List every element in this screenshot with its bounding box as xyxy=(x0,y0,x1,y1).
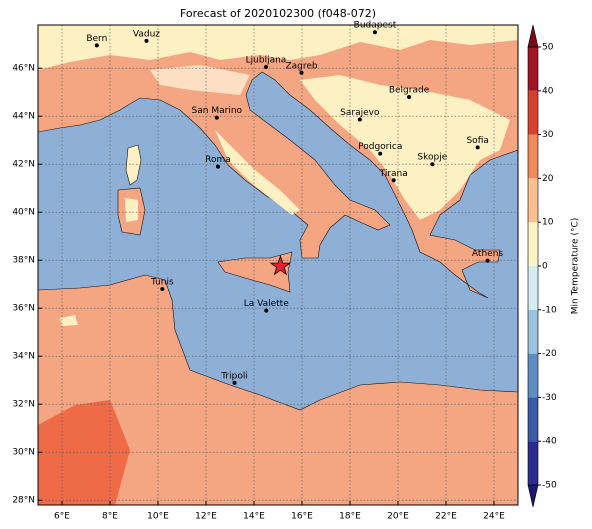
x-tick-label: 8°E xyxy=(102,512,118,522)
colorbar-tick-label: 50 xyxy=(542,43,554,53)
city-label: Budapest xyxy=(354,21,397,31)
colorbar-tick-label: 10 xyxy=(542,218,554,228)
africa xyxy=(38,274,518,505)
colorbar-band xyxy=(528,90,538,135)
city-label: Bern xyxy=(86,34,107,44)
city-label: Belgrade xyxy=(389,86,430,96)
y-tick-label: 30°N xyxy=(12,448,35,458)
sicily xyxy=(217,251,293,293)
city-dot xyxy=(232,380,237,385)
cool-zone xyxy=(150,65,250,95)
city-label: La Valette xyxy=(244,299,289,309)
colorbar-over xyxy=(527,24,539,48)
colorbar: -50 -40 -30 -20 -10 0 10 20 30 40 50 Min Temperatur… xyxy=(527,24,581,508)
colorbar-band xyxy=(528,441,538,485)
colorbar-band xyxy=(528,47,538,91)
corsica xyxy=(125,144,142,186)
city-label: Tirana xyxy=(379,169,408,179)
colorbar-band xyxy=(528,134,538,179)
y-tick-label: 38°N xyxy=(12,256,35,266)
colorbar-tick-label: 40 xyxy=(542,86,554,96)
location-marker xyxy=(269,254,292,276)
city-dot xyxy=(214,115,219,120)
city-label: Tripoli xyxy=(220,371,248,381)
cool-zone xyxy=(215,130,300,215)
colorbar-tick-label: 30 xyxy=(542,130,554,140)
city-dot xyxy=(407,95,412,99)
x-tick-label: 20°E xyxy=(387,512,409,522)
city-dot xyxy=(216,164,220,169)
colorbar-band xyxy=(528,397,538,442)
x-tick-label: 6°E xyxy=(54,512,70,522)
city-label: Vaduz xyxy=(133,29,160,39)
colorbar-band xyxy=(528,266,538,310)
colorbar-label: Min Temperature (°C) xyxy=(571,218,581,315)
colorbar-tick-label: 20 xyxy=(542,174,554,184)
y-tick-label: 46°N xyxy=(12,64,35,74)
x-tick-label: 16°E xyxy=(291,512,313,522)
city-label: Ljubljana xyxy=(246,56,287,66)
city-dot xyxy=(299,70,304,75)
x-tick-label: 22°E xyxy=(435,512,457,522)
city-label: Athens xyxy=(472,249,503,259)
x-tick-label: 12°E xyxy=(195,512,217,522)
city-label: Zagreb xyxy=(285,61,317,71)
map-title: Forecast of 2020102300 (f048-072) xyxy=(180,7,376,20)
y-tick-label: 36°N xyxy=(12,304,35,314)
colorbar-tick-label: -20 xyxy=(542,349,557,359)
city-dot xyxy=(430,162,435,167)
y-tick-label: 42°N xyxy=(12,160,35,170)
y-tick-label: 28°N xyxy=(12,496,35,506)
city-label: Sofia xyxy=(466,136,488,146)
y-tick-label: 32°N xyxy=(12,400,35,410)
city-dot xyxy=(475,145,480,150)
city-label: San Marino xyxy=(192,106,243,116)
city-dot xyxy=(144,38,149,43)
y-tick-label: 40°N xyxy=(12,208,35,218)
city-dot xyxy=(94,43,99,48)
colorbar-band xyxy=(528,222,538,266)
city-dot xyxy=(264,308,269,313)
colorbar-tick-label: 0 xyxy=(542,262,548,272)
x-tick-label: 18°E xyxy=(339,512,361,522)
x-tick-label: 10°E xyxy=(147,512,169,522)
city-dot xyxy=(485,258,490,263)
colorbar-tick-label: -10 xyxy=(542,305,557,315)
cool-zone xyxy=(125,198,138,222)
city-dot xyxy=(264,65,268,69)
x-tick-label: 14°E xyxy=(243,512,265,522)
x-tick-label: 24°E xyxy=(483,512,505,522)
city-dot xyxy=(372,30,377,35)
city-dot xyxy=(160,287,165,291)
city-dot xyxy=(391,178,396,183)
city-dot xyxy=(357,117,362,122)
city-label: Roma xyxy=(205,155,231,165)
colorbar-band xyxy=(528,178,538,223)
map-frame xyxy=(37,24,519,506)
city-label: Podgorica xyxy=(358,142,402,152)
grid xyxy=(38,25,518,505)
city-label: Tunis xyxy=(150,278,174,288)
city-label: Sarajevo xyxy=(340,108,380,118)
cool-zone xyxy=(60,315,78,326)
city-label: Skopje xyxy=(417,153,447,163)
y-tick-label: 44°N xyxy=(12,112,35,122)
city-dot xyxy=(378,151,383,156)
colorbar-band xyxy=(528,309,538,354)
cool-zone xyxy=(300,75,510,220)
colorbar-tick-label: -30 xyxy=(542,393,557,403)
colorbar-band xyxy=(528,353,538,398)
colorbar-tick-label: -40 xyxy=(542,437,557,447)
y-tick-label: 34°N xyxy=(12,352,35,362)
colorbar-tick-label: -50 xyxy=(542,481,557,491)
map-area xyxy=(38,25,518,505)
colorbar-under xyxy=(527,484,539,508)
